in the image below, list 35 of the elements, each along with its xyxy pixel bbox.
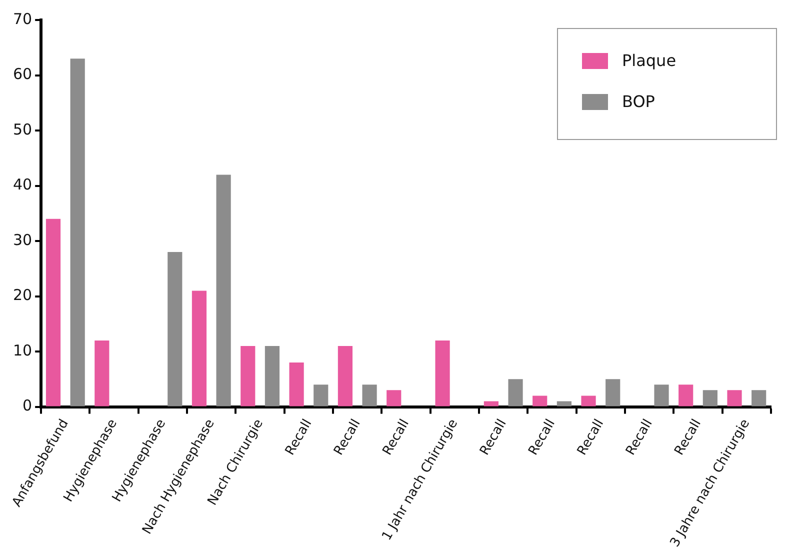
legend-label: BOP bbox=[622, 92, 655, 111]
y-tick-label: 0 bbox=[22, 396, 32, 415]
bar bbox=[606, 379, 620, 406]
y-tick-label: 40 bbox=[12, 176, 32, 194]
bar bbox=[727, 390, 742, 406]
bar bbox=[678, 384, 694, 406]
bar bbox=[654, 384, 669, 406]
bar bbox=[532, 396, 548, 406]
bar bbox=[435, 340, 450, 406]
y-tick-label: 10 bbox=[12, 341, 32, 360]
bar bbox=[362, 384, 377, 406]
bar bbox=[386, 390, 402, 406]
bar bbox=[556, 401, 572, 406]
bar bbox=[94, 340, 110, 406]
y-tick-label: 70 bbox=[12, 10, 32, 28]
bar bbox=[216, 174, 231, 406]
bar bbox=[46, 218, 61, 406]
bar bbox=[192, 290, 207, 406]
y-tick-label: 50 bbox=[12, 120, 32, 138]
y-tick-label: 30 bbox=[12, 230, 32, 249]
bar bbox=[264, 346, 280, 406]
bar bbox=[752, 390, 766, 406]
bar bbox=[484, 401, 498, 406]
bar bbox=[70, 58, 85, 406]
bar bbox=[338, 346, 353, 406]
legend-label: Plaque bbox=[622, 51, 676, 70]
bar bbox=[168, 252, 182, 406]
bar bbox=[314, 384, 328, 406]
bar bbox=[581, 396, 596, 406]
bar bbox=[240, 346, 256, 406]
bar bbox=[508, 379, 523, 406]
y-tick-label: 20 bbox=[12, 286, 32, 304]
y-tick-label: 60 bbox=[12, 65, 32, 84]
bar bbox=[702, 390, 718, 406]
bar bbox=[289, 362, 304, 406]
